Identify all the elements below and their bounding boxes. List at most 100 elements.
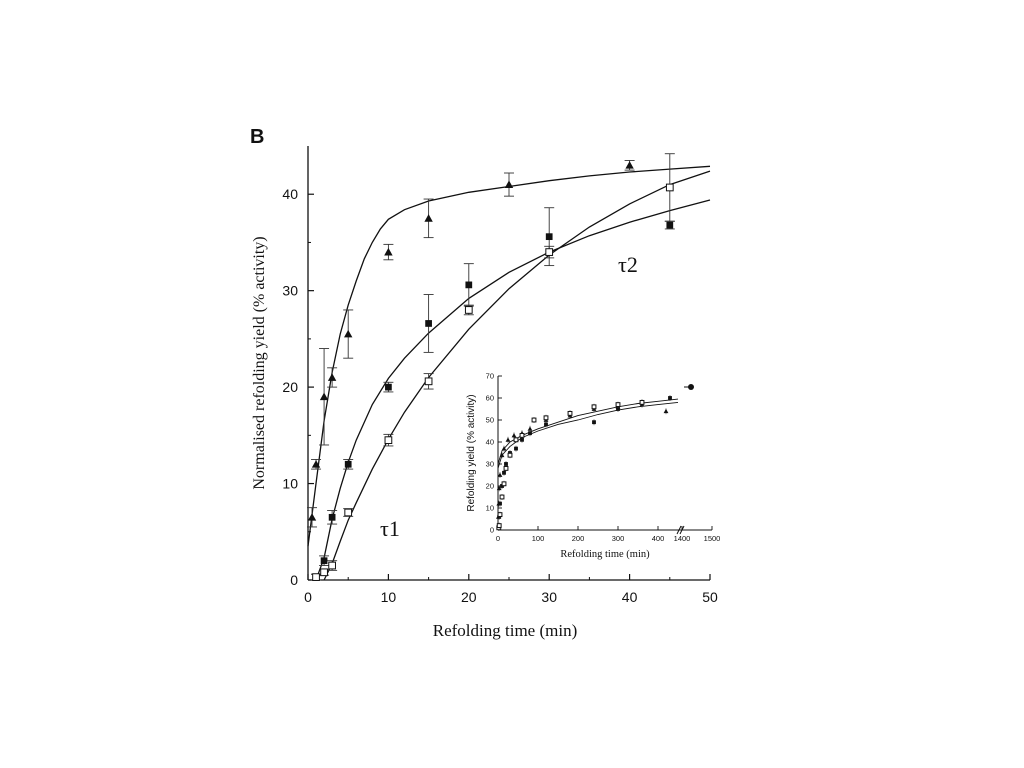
inset-point-series-3 [499,494,505,500]
data-point-series-1 [384,247,393,256]
data-point-series-1 [344,329,353,338]
inset-point-series-1 [511,433,517,438]
data-point-series-1 [319,392,329,401]
data-point-series-1 [327,373,337,381]
inset-y-tick-label: 30 [486,460,494,469]
x-tick-label: 20 [461,589,477,605]
inset-data-points [496,384,694,531]
inset-point-series-2 [520,437,524,442]
inset-point-series-1 [497,472,503,477]
inset-background [498,376,712,530]
data-point-series-3 [545,248,554,256]
data-point-series-2 [465,281,473,289]
inset-point-series-2 [616,407,620,411]
data-point-series-3 [328,561,336,570]
inset-y-tick-label: 60 [486,394,494,403]
fit-curve-2 [315,199,711,581]
inset-x-ticks: 0 100 200 300 400 1400 1500 [496,525,721,543]
inset-point-series-3 [496,523,502,529]
x-tick-label: 10 [381,589,397,605]
inset-x-axis-label: Refolding time (min) [560,549,650,560]
inset-point-series-3 [639,399,645,405]
inset-point-series-1 [496,485,502,491]
inset-x-tick-label: 100 [532,534,545,543]
x-tick-label: 0 [304,589,312,605]
inset-point-series-3 [503,465,509,471]
inset-point-series-3 [615,402,621,408]
inset-point-series-3 [567,410,573,416]
data-point-series-3 [344,508,353,517]
inset-x-tick-label: 400 [652,534,665,543]
tau2-annotation: τ2 [618,252,638,277]
inset-point-series-2 [668,396,672,400]
data-point-series-1 [625,161,634,169]
tau1-annotation: τ1 [380,516,400,541]
y-tick-label: 30 [282,283,298,299]
y-tick-label: 40 [282,186,298,202]
axis-break-mark [676,525,682,535]
inset-point-series-2 [498,501,502,506]
inset-point-series-1 [499,452,505,458]
data-point-series-3 [320,568,328,577]
data-point-series-2 [385,383,392,391]
inset-point-late [688,384,694,390]
fit-curve-1 [307,165,711,547]
data-point-series-1 [504,180,514,188]
inset-point-series-2 [528,431,532,436]
inset-point-series-2 [592,420,596,425]
inset-point-series-3 [543,415,549,421]
inset-point-series-1 [527,426,533,431]
inset-point-series-2 [502,470,506,475]
y-axis-label: Normalised refolding yield (% activity) [251,236,268,489]
data-point-series-3 [384,436,393,445]
inset-y-tick-label: 50 [486,416,494,425]
axis-break-mark [679,525,685,535]
y-tick-label: 0 [290,572,298,588]
data-point-series-2 [320,557,328,565]
inset-y-tick-label: 20 [486,482,494,491]
inset-x-tick-label: 200 [572,534,585,543]
inset-point-series-3 [497,512,503,518]
y-tick-label: 10 [282,476,298,492]
x-ticks: 0 10 20 30 40 50 [304,574,718,605]
inset-point-series-1 [501,446,507,451]
data-point-series-1 [424,214,433,222]
fit-curves [307,165,711,581]
inset-point-series-3 [591,404,597,410]
inset-point-series-1 [505,437,511,442]
x-tick-label: 40 [622,589,638,605]
y-tick-label: 20 [282,379,298,395]
inset-point-series-2 [544,422,548,427]
inset-y-tick-label: 70 [486,372,494,381]
inset-point-series-3 [513,437,519,443]
data-point-series-2 [425,320,432,327]
inset-y-axis-label: Refolding yield (% activity) [466,394,477,511]
data-point-series-2 [545,233,553,241]
x-axis-label: Refolding time (min) [433,621,577,640]
data-point-series-3 [464,306,473,314]
data-points [307,161,674,581]
panel-label: B [250,126,264,148]
x-tick-label: 30 [541,589,557,605]
inset-point-series-3 [501,481,507,487]
inset-point-series-3 [507,452,513,458]
data-point-series-3 [665,183,674,192]
inset-point-series-2 [514,446,518,451]
inset-point-series-3 [519,432,525,438]
inset-y-tick-label: 10 [486,504,494,513]
inset-y-tick-label: 40 [486,438,494,447]
data-point-series-2 [344,460,352,468]
inset-point-series-1 [663,408,669,414]
data-point-series-1 [311,460,321,468]
inset-plot: 0 100 200 300 400 1400 1500 0 10 20 30 40 50 60 70 Re… [466,372,720,561]
data-point-series-2 [328,513,336,521]
inset-x-tick-label: 0 [496,534,500,543]
inset-point-series-3 [531,417,537,423]
inset-y-ticks: 0 10 20 30 40 50 60 70 [486,372,502,535]
inset-x-tick-label: 1400 [674,534,691,543]
data-point-series-2 [666,221,674,229]
data-point-series-3 [424,377,433,386]
inset-x-tick-label: 1500 [704,534,721,543]
data-point-series-3 [312,573,320,581]
